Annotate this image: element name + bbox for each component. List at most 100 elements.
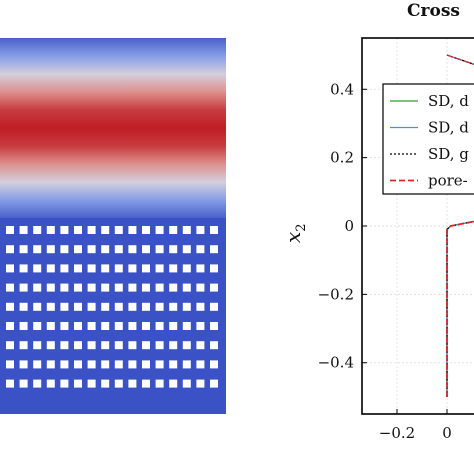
pore xyxy=(33,341,42,350)
pore xyxy=(19,302,28,311)
heatmap-panel xyxy=(0,38,226,414)
pore xyxy=(196,322,205,330)
pore xyxy=(128,283,137,292)
pore xyxy=(6,302,14,311)
y-tick-label: −0.4 xyxy=(318,354,354,372)
pore xyxy=(142,302,150,311)
pore xyxy=(60,379,69,388)
pore xyxy=(60,264,69,273)
pore xyxy=(6,341,14,350)
pore xyxy=(60,226,69,234)
pore xyxy=(182,379,191,388)
pore xyxy=(46,360,55,369)
pore xyxy=(101,341,110,350)
pore xyxy=(19,283,28,292)
series-line-2 xyxy=(446,220,474,397)
pore xyxy=(142,226,150,234)
pore xyxy=(33,302,42,311)
pore xyxy=(128,264,137,273)
pore xyxy=(169,322,178,330)
y-tick-label: 0.2 xyxy=(330,149,354,167)
pore xyxy=(6,283,14,292)
pore xyxy=(6,379,14,388)
legend: SD, d SD, d SD, g pore- xyxy=(382,83,474,195)
pore xyxy=(19,322,28,330)
pore xyxy=(142,379,150,388)
pore xyxy=(182,283,191,292)
pore xyxy=(128,302,137,311)
pore xyxy=(87,341,96,350)
pore xyxy=(128,322,137,330)
pore xyxy=(74,341,82,350)
pore xyxy=(169,360,178,369)
pore xyxy=(169,379,178,388)
pore xyxy=(101,283,110,292)
legend-label-4: pore- xyxy=(428,172,468,190)
pore xyxy=(196,341,205,350)
legend-box xyxy=(382,83,474,195)
pore xyxy=(196,264,205,273)
series-lines xyxy=(446,54,474,397)
pore xyxy=(33,264,42,273)
pore xyxy=(210,245,218,254)
pore xyxy=(196,360,205,369)
pore xyxy=(19,341,28,350)
pore xyxy=(6,264,14,273)
chart-title: Cross xyxy=(407,1,460,21)
pore xyxy=(114,360,123,369)
pore xyxy=(46,283,55,292)
pore xyxy=(155,341,164,350)
y-ticks: 0.4 0.2 0 −0.2 −0.4 xyxy=(318,80,367,372)
pore xyxy=(60,341,69,350)
y-tick-label: 0 xyxy=(344,217,354,235)
pore xyxy=(114,341,123,350)
series-line-4 xyxy=(446,220,474,397)
pore xyxy=(74,360,82,369)
pore xyxy=(60,360,69,369)
pore xyxy=(169,245,178,254)
pore xyxy=(155,302,164,311)
pore xyxy=(74,302,82,311)
pore xyxy=(19,226,28,234)
pore xyxy=(128,360,137,369)
pore xyxy=(19,264,28,273)
pore xyxy=(155,322,164,330)
pore xyxy=(19,379,28,388)
pore xyxy=(74,264,82,273)
x-ticks: −0.2 0 xyxy=(379,409,452,442)
legend-label-1: SD, d xyxy=(428,92,469,110)
pore xyxy=(46,245,55,254)
pore xyxy=(210,360,218,369)
pore xyxy=(114,302,123,311)
pore xyxy=(196,379,205,388)
pore xyxy=(114,245,123,254)
pore xyxy=(46,264,55,273)
heatmap-band-region xyxy=(0,38,226,218)
pore xyxy=(182,341,191,350)
pore-grid xyxy=(6,226,218,388)
pore xyxy=(87,379,96,388)
pore xyxy=(182,226,191,234)
pore xyxy=(6,245,14,254)
pore xyxy=(210,226,218,234)
pore xyxy=(210,302,218,311)
y-axis-label: x2 xyxy=(281,223,309,243)
pore xyxy=(128,379,137,388)
pore xyxy=(114,322,123,330)
pore xyxy=(155,264,164,273)
legend-entries: SD, d SD, d SD, g pore- xyxy=(390,92,469,190)
series-top-segment-4 xyxy=(446,54,474,65)
pore xyxy=(210,322,218,330)
pore xyxy=(142,360,150,369)
pore xyxy=(6,360,14,369)
line-chart-panel: Cross 0.40.20−0.2−0.4 −0.2 0 x2 SD, dSD, … xyxy=(281,1,474,442)
pore xyxy=(128,341,137,350)
pore xyxy=(142,322,150,330)
pore xyxy=(19,360,28,369)
x-tick-label: −0.2 xyxy=(379,424,415,442)
pore xyxy=(19,245,28,254)
pore xyxy=(101,322,110,330)
pore xyxy=(74,245,82,254)
pore xyxy=(101,379,110,388)
